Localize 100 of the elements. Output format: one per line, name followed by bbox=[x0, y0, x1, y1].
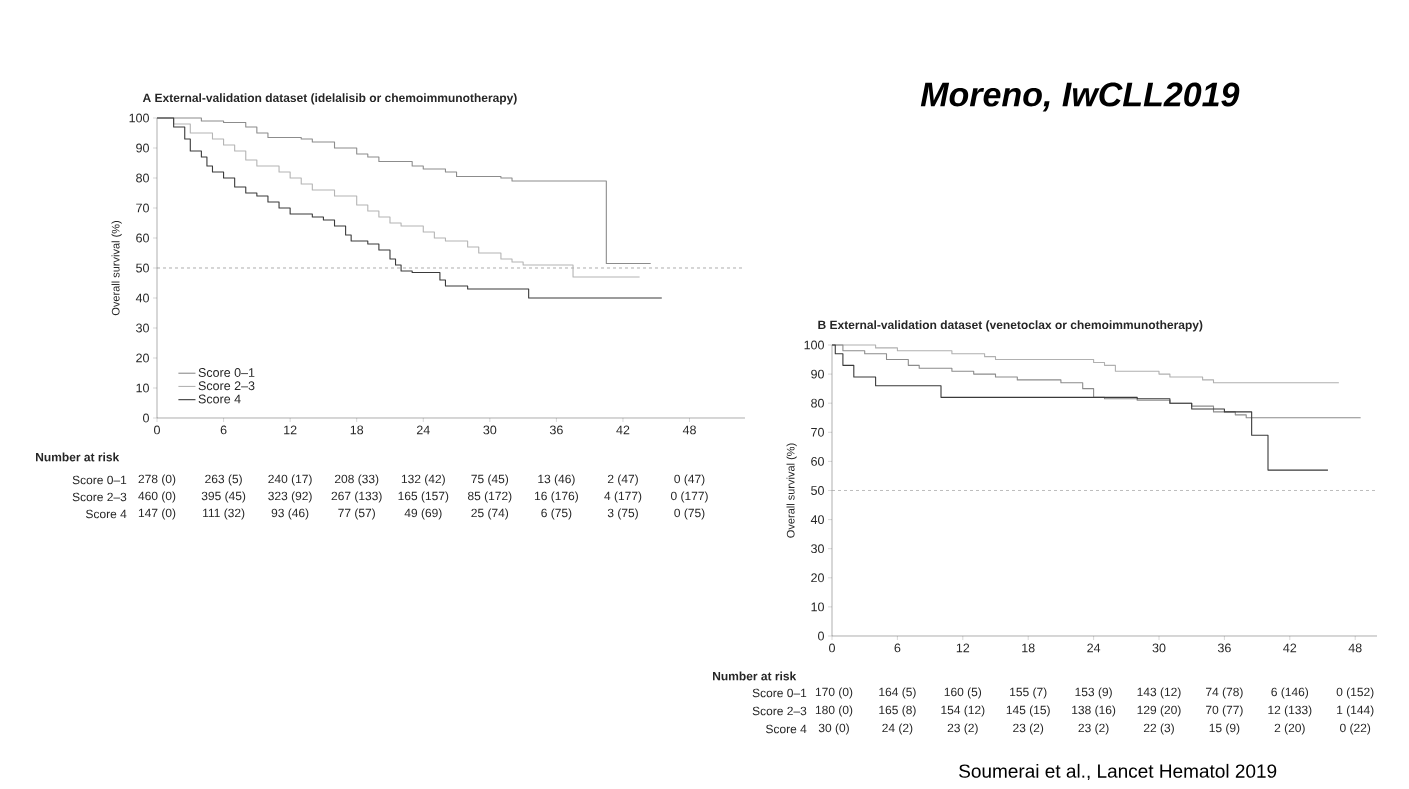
text: 74 (78) bbox=[1206, 687, 1243, 699]
text: 6 (146) bbox=[1271, 687, 1309, 699]
text: 23 (2) bbox=[1013, 723, 1044, 735]
text: 170 (0) bbox=[815, 687, 853, 699]
x-tick-label: 42 bbox=[1283, 643, 1297, 653]
y-tick-label: 30 bbox=[136, 323, 149, 333]
text: Moreno, IwCLL2019 bbox=[920, 82, 1240, 112]
x-tick-label: 0 bbox=[829, 643, 835, 653]
x-tick-label: 12 bbox=[956, 643, 970, 653]
text: 16 (176) bbox=[534, 491, 578, 503]
text: 160 (5) bbox=[944, 687, 982, 699]
text: Soumerai et al., Lancet Hematol 2019 bbox=[959, 763, 1277, 781]
text: Number at risk bbox=[36, 452, 120, 462]
y-tick-label: 70 bbox=[136, 203, 149, 213]
legend-label: Score 0–1 bbox=[198, 368, 255, 377]
y-tick-label: 60 bbox=[136, 233, 149, 243]
x-tick-label: 0 bbox=[154, 425, 160, 435]
text: 23 (2) bbox=[947, 723, 978, 735]
text: 240 (17) bbox=[268, 474, 312, 486]
text: 164 (5) bbox=[879, 687, 916, 699]
text: 208 (33) bbox=[334, 474, 379, 486]
text: 0 (75) bbox=[674, 508, 705, 520]
text: 24 (2) bbox=[882, 723, 913, 735]
text: 0 (152) bbox=[1336, 687, 1374, 699]
text: 30 (0) bbox=[818, 723, 849, 735]
y-tick-label: 100 bbox=[804, 340, 824, 350]
y-tick-label: 60 bbox=[811, 456, 824, 466]
text: 2 (47) bbox=[607, 474, 638, 486]
text: Score 0–1 bbox=[752, 688, 807, 698]
text: 263 (5) bbox=[205, 474, 242, 486]
text: 0 (47) bbox=[674, 474, 705, 486]
y-tick-label: 10 bbox=[811, 602, 824, 612]
legend-label: Score 2–3 bbox=[198, 381, 255, 391]
y-tick-label: 90 bbox=[811, 369, 824, 379]
y-tick-label: 90 bbox=[136, 143, 149, 153]
y-tick-label: 40 bbox=[810, 515, 824, 525]
text: 77 (57) bbox=[338, 508, 375, 520]
y-tick-label: 30 bbox=[811, 544, 824, 554]
text: 180 (0) bbox=[815, 705, 853, 717]
text: 165 (157) bbox=[398, 491, 449, 503]
text: 3 (75) bbox=[607, 508, 638, 520]
text: 85 (172) bbox=[467, 491, 512, 503]
text: 147 (0) bbox=[138, 508, 176, 520]
text: 154 (12) bbox=[941, 705, 985, 717]
text: 143 (12) bbox=[1137, 687, 1181, 699]
y-tick-label: 20 bbox=[811, 573, 824, 583]
y-tick-label: 50 bbox=[136, 263, 149, 273]
text: 267 (133) bbox=[331, 491, 382, 503]
y-axis-title: Overall survival (%) bbox=[111, 221, 122, 316]
text: 4 (177) bbox=[604, 491, 642, 503]
text: Score 4 bbox=[86, 509, 127, 519]
text: Score 2–3 bbox=[752, 706, 807, 716]
text: Score 0–1 bbox=[72, 475, 127, 485]
x-tick-label: 6 bbox=[220, 425, 227, 435]
text: Score 2–3 bbox=[72, 492, 127, 502]
text: 2 (20) bbox=[1274, 723, 1305, 735]
text: 153 (9) bbox=[1075, 687, 1112, 699]
text: 13 (46) bbox=[538, 474, 575, 486]
text: 49 (69) bbox=[404, 508, 442, 520]
text: 15 (9) bbox=[1209, 723, 1240, 735]
text: Score 4 bbox=[766, 724, 807, 734]
text: 323 (92) bbox=[268, 491, 312, 503]
text: 460 (0) bbox=[138, 491, 176, 503]
x-tick-label: 48 bbox=[682, 425, 696, 435]
x-tick-label: 18 bbox=[350, 425, 364, 435]
x-tick-label: 36 bbox=[549, 425, 563, 435]
x-tick-label: 12 bbox=[284, 425, 297, 435]
x-tick-label: 48 bbox=[1348, 643, 1362, 653]
y-tick-label: 0 bbox=[143, 413, 149, 423]
y-tick-label: 80 bbox=[136, 173, 149, 183]
text: 22 (3) bbox=[1143, 723, 1174, 735]
x-tick-label: 6 bbox=[894, 643, 901, 653]
text: 0 (177) bbox=[670, 491, 708, 503]
y-axis-title: Overall survival (%) bbox=[786, 443, 797, 538]
text: 1 (144) bbox=[1337, 705, 1374, 717]
x-tick-label: 42 bbox=[616, 425, 630, 435]
y-tick-label: 10 bbox=[136, 383, 149, 393]
x-tick-label: 18 bbox=[1022, 643, 1035, 653]
text: 145 (15) bbox=[1006, 705, 1050, 717]
text: 6 (75) bbox=[541, 508, 572, 520]
x-tick-label: 36 bbox=[1217, 643, 1231, 653]
y-tick-label: 50 bbox=[811, 486, 824, 495]
x-tick-label: 30 bbox=[483, 425, 497, 435]
text: 395 (45) bbox=[201, 491, 246, 503]
y-tick-label: 0 bbox=[818, 631, 824, 641]
x-tick-label: 24 bbox=[1087, 643, 1101, 653]
x-tick-label: 24 bbox=[416, 425, 430, 435]
chart-title: A External-validation dataset (idelalisib or chemoimmunotherapy) bbox=[142, 93, 517, 105]
legend-label: Score 4 bbox=[198, 394, 241, 404]
text: 129 (20) bbox=[1137, 705, 1181, 717]
y-tick-label: 80 bbox=[811, 398, 824, 408]
y-tick-label: 70 bbox=[811, 427, 824, 437]
text: 70 (77) bbox=[1206, 705, 1243, 717]
text: 25 (74) bbox=[471, 508, 509, 520]
text: 165 (8) bbox=[879, 705, 916, 717]
chart-title: B External-validation dataset (venetoclax or chemoimmunotherapy) bbox=[818, 320, 1203, 332]
y-tick-label: 40 bbox=[135, 293, 149, 303]
y-tick-label: 20 bbox=[136, 353, 149, 363]
text: 138 (16) bbox=[1072, 705, 1116, 717]
text: 132 (42) bbox=[401, 474, 445, 486]
